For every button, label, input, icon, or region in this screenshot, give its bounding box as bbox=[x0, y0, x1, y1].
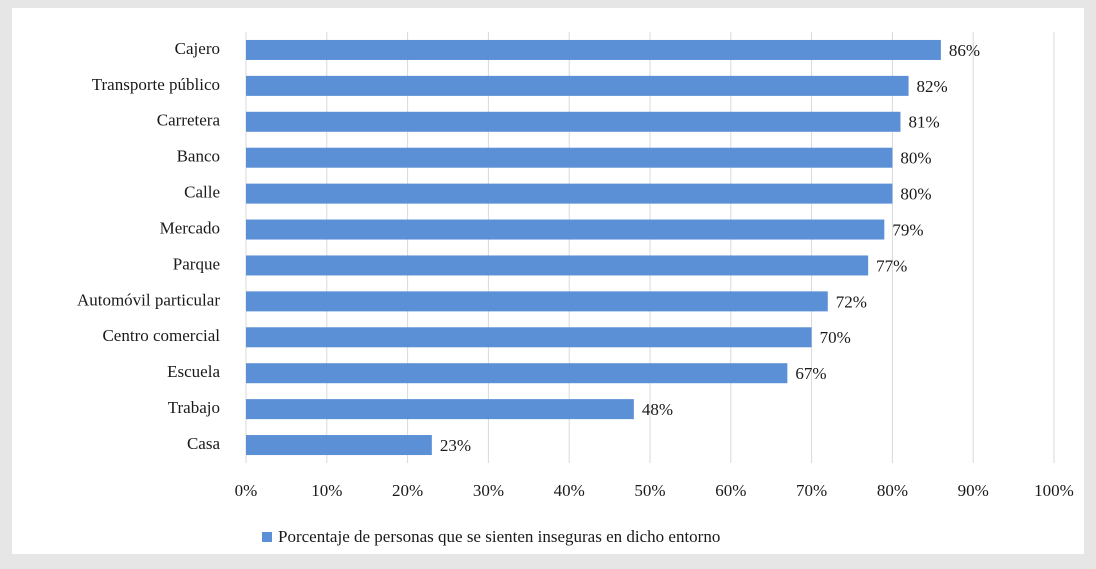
x-tick-label: 20% bbox=[392, 481, 423, 500]
x-tick-label: 60% bbox=[715, 481, 746, 500]
bar bbox=[246, 111, 901, 132]
y-tick-label: Centro comercial bbox=[102, 326, 220, 345]
data-label: 70% bbox=[820, 328, 851, 347]
x-tick-label: 50% bbox=[634, 481, 665, 500]
data-label: 67% bbox=[795, 364, 826, 383]
x-tick-label: 10% bbox=[311, 481, 342, 500]
legend-swatch bbox=[262, 532, 272, 542]
bar bbox=[246, 327, 812, 348]
y-tick-label: Casa bbox=[187, 434, 221, 453]
data-label: 82% bbox=[917, 77, 948, 96]
bar bbox=[246, 399, 634, 420]
bar bbox=[246, 363, 788, 384]
bar bbox=[246, 183, 893, 204]
bar bbox=[246, 147, 893, 168]
bar bbox=[246, 75, 909, 96]
data-label: 86% bbox=[949, 41, 980, 60]
data-label: 77% bbox=[876, 256, 907, 275]
bar bbox=[246, 291, 828, 312]
y-tick-label: Transporte público bbox=[92, 75, 220, 94]
bar bbox=[246, 255, 869, 276]
data-label: 23% bbox=[440, 436, 471, 455]
y-tick-label: Parque bbox=[173, 254, 220, 273]
y-tick-label: Automóvil particular bbox=[77, 290, 220, 309]
y-tick-label: Banco bbox=[177, 147, 220, 166]
y-tick-label: Carretera bbox=[157, 111, 221, 130]
data-label: 80% bbox=[900, 185, 931, 204]
y-tick-label: Escuela bbox=[167, 362, 220, 381]
x-tick-label: 80% bbox=[877, 481, 908, 500]
bar bbox=[246, 219, 885, 240]
chart-area bbox=[12, 8, 1084, 554]
y-tick-label: Mercado bbox=[160, 218, 220, 237]
x-tick-label: 90% bbox=[958, 481, 989, 500]
bar bbox=[246, 435, 432, 456]
y-tick-label: Trabajo bbox=[168, 398, 220, 417]
y-tick-label: Cajero bbox=[175, 39, 220, 58]
x-tick-label: 0% bbox=[235, 481, 258, 500]
bar bbox=[246, 39, 941, 60]
data-label: 81% bbox=[908, 113, 939, 132]
x-tick-label: 100% bbox=[1034, 481, 1074, 500]
legend-label: Porcentaje de personas que se sienten in… bbox=[278, 527, 720, 546]
data-label: 79% bbox=[892, 220, 923, 239]
data-label: 48% bbox=[642, 400, 673, 419]
x-tick-label: 70% bbox=[796, 481, 827, 500]
y-tick-label: Calle bbox=[184, 183, 220, 202]
data-label: 72% bbox=[836, 292, 867, 311]
x-tick-label: 40% bbox=[554, 481, 585, 500]
data-label: 80% bbox=[900, 149, 931, 168]
x-tick-label: 30% bbox=[473, 481, 504, 500]
